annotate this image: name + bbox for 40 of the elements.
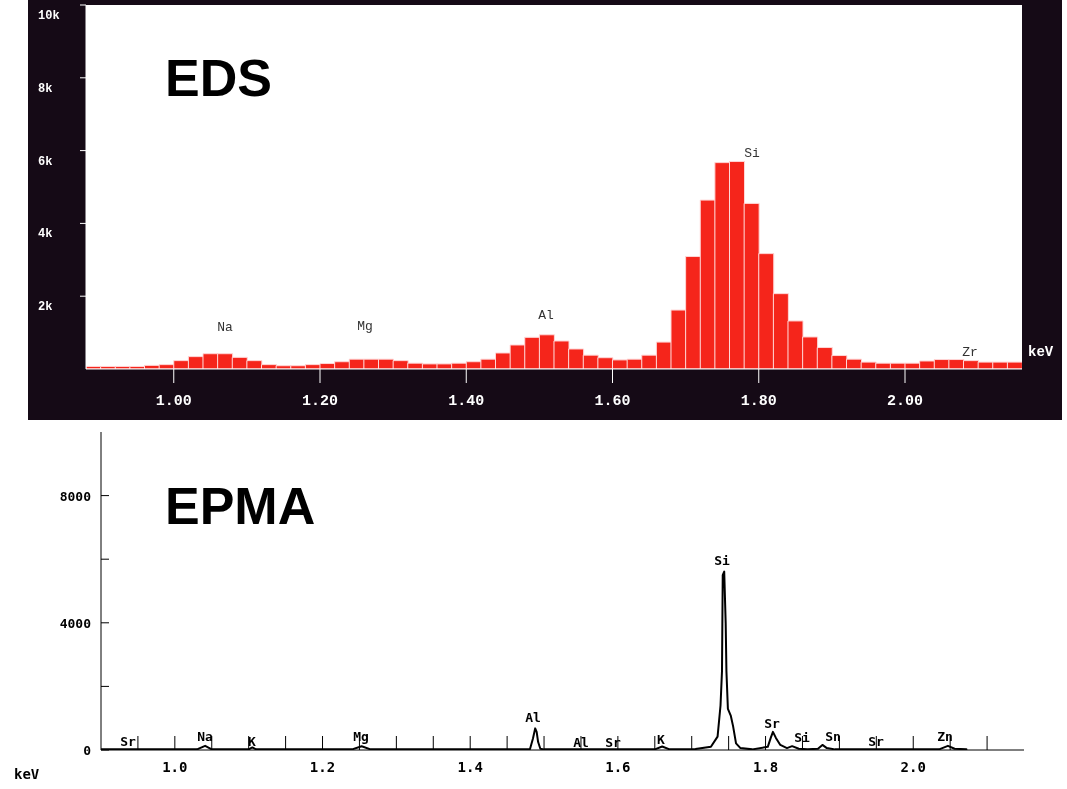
annotation: Mg: [353, 728, 369, 744]
annotation: Si: [744, 145, 760, 161]
annotation: Sn: [825, 728, 841, 744]
x-axis-title: keV: [1028, 344, 1054, 360]
annotation: Sr: [764, 715, 780, 731]
y-tick-label: 8000: [59, 488, 92, 504]
x-tick-label: 1.40: [448, 393, 485, 410]
x-tick-label: 1.2: [309, 759, 336, 775]
annotation: Al: [573, 734, 589, 750]
y-tick-label: 6k: [38, 154, 53, 169]
annotation: Mg: [357, 318, 373, 334]
annotation: Zn: [937, 728, 953, 744]
x-tick-label: 1.8: [752, 759, 779, 775]
annotation: Al: [525, 709, 541, 725]
y-tick-label: 2k: [38, 300, 53, 315]
y-tick-label: 10k: [38, 9, 60, 23]
x-tick-label: 1.4: [457, 759, 483, 775]
x-axis-title: keV: [14, 766, 40, 782]
y-tick-label: 8k: [38, 81, 53, 96]
annotation: K: [657, 731, 665, 747]
x-tick-label: 1.00: [155, 393, 192, 410]
annotation: Na: [217, 319, 233, 335]
annotation: Al: [538, 307, 554, 323]
text: EDS: [165, 49, 272, 107]
x-tick-label: 1.60: [594, 393, 631, 410]
annotation: Si: [714, 552, 730, 568]
annotation: Na: [197, 728, 213, 744]
x-tick-label: 1.0: [162, 759, 188, 775]
x-tick-label: 1.80: [740, 393, 777, 410]
annotation: Zr: [962, 344, 978, 360]
y-tick-label: 0: [83, 743, 92, 758]
x-tick-label: 2.0: [900, 759, 926, 775]
annotation: Si: [794, 729, 810, 745]
annotation: Sr: [120, 733, 136, 749]
y-tick-label: 4000: [59, 615, 92, 631]
y-tick-label: 4k: [38, 227, 53, 242]
x-tick-label: 2.00: [886, 393, 924, 410]
x-tick-label: 1.20: [301, 393, 339, 410]
text: EPMA: [165, 477, 316, 535]
x-tick-label: 1.6: [605, 759, 631, 775]
